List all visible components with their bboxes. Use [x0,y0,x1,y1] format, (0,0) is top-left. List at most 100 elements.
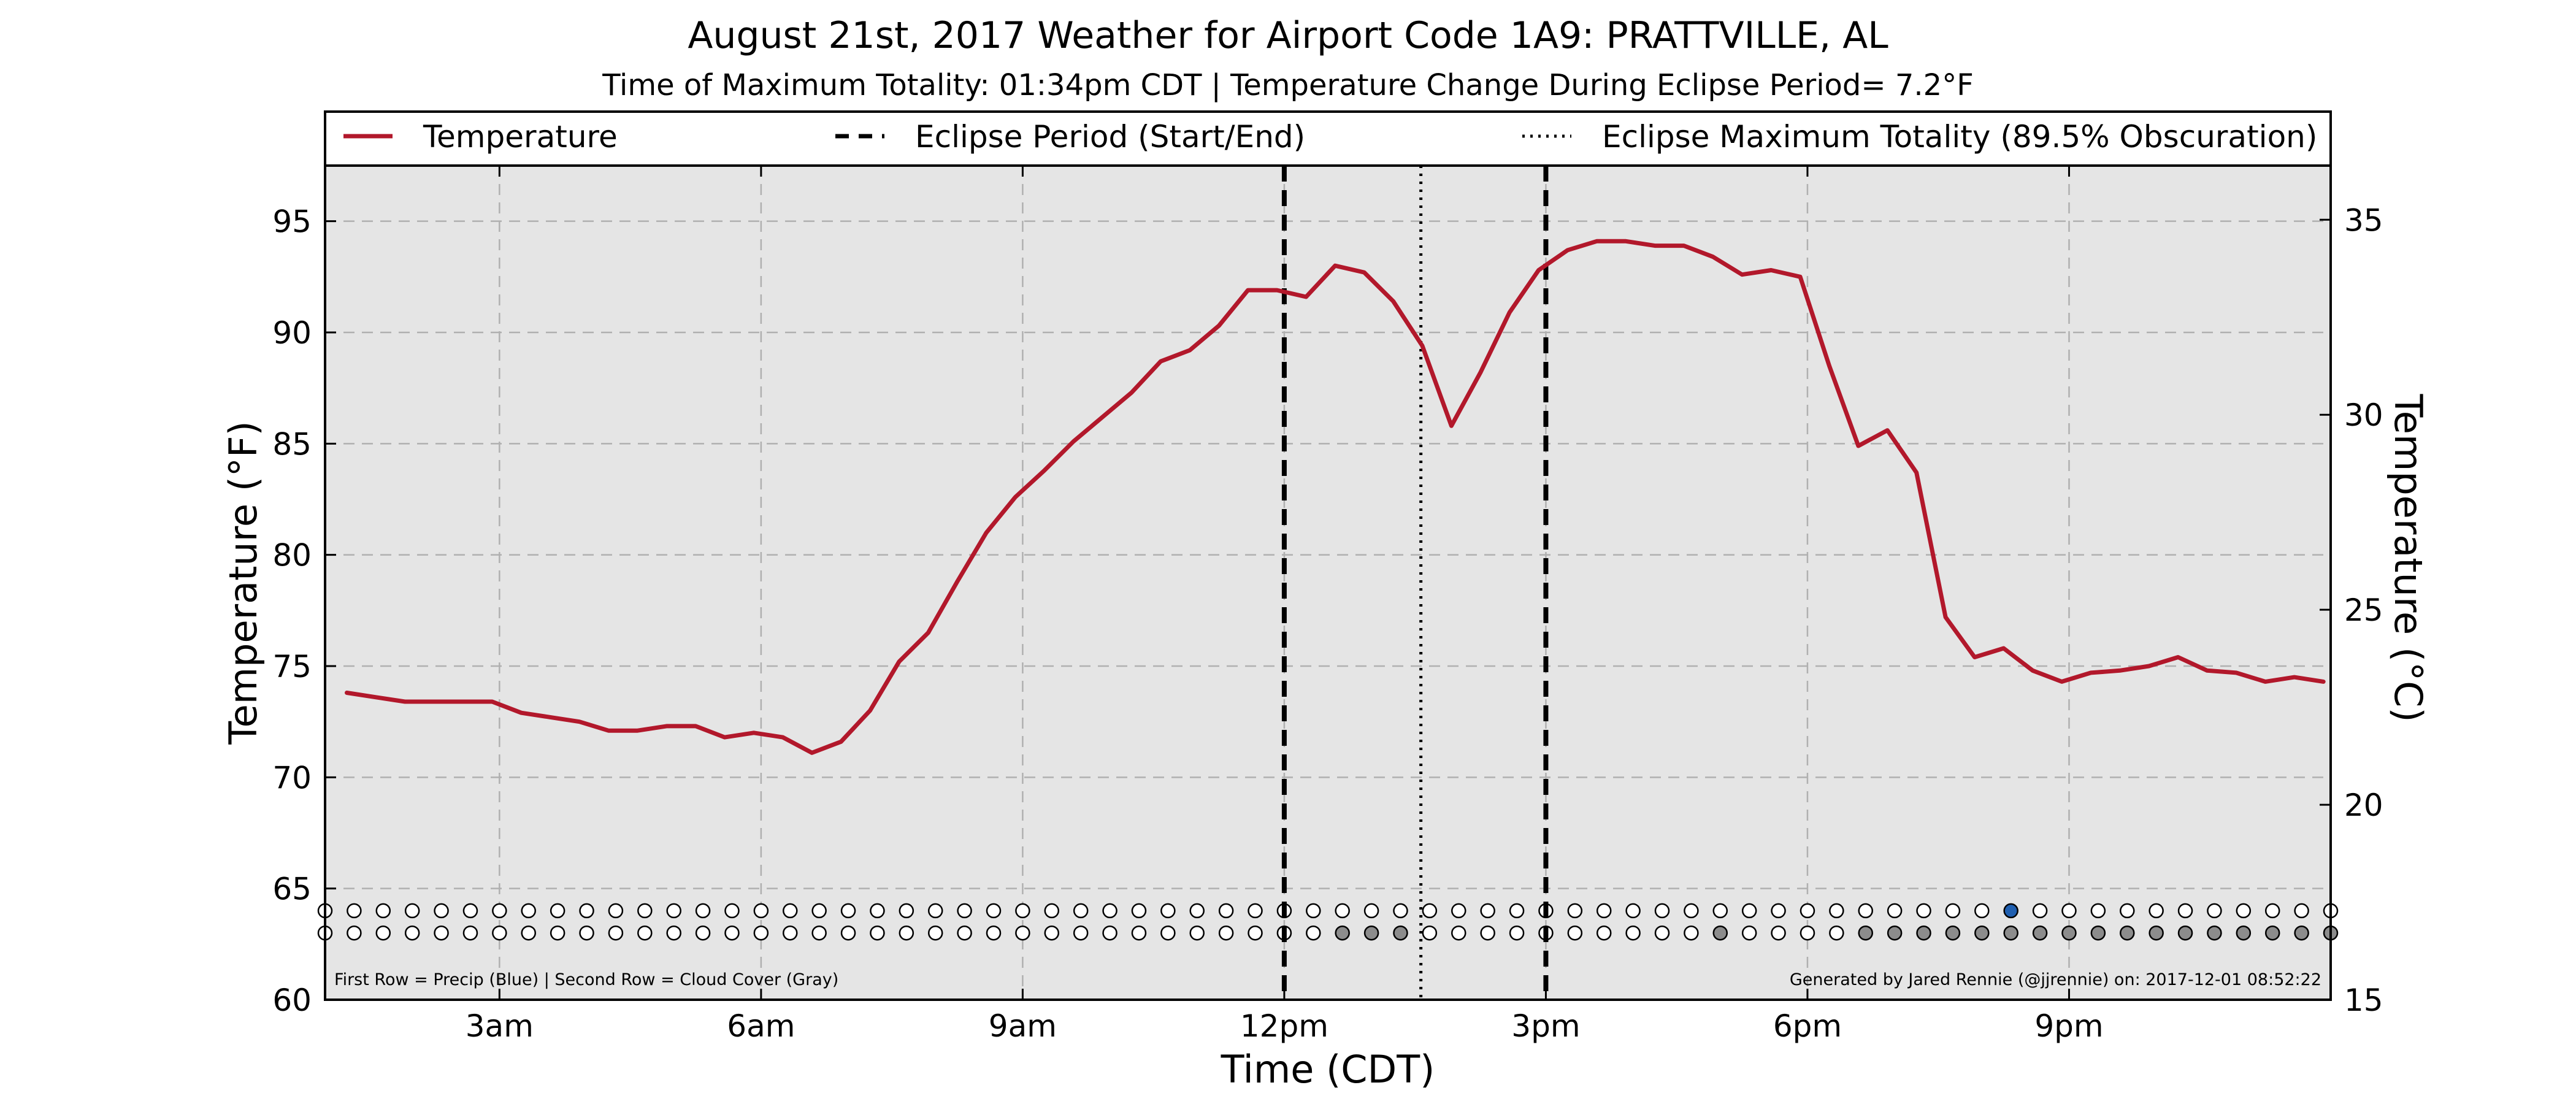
cloud-dot [957,925,972,941]
cloud-dot [870,925,885,941]
cloud-dot [1916,925,1931,941]
cloud-dot [1189,925,1205,941]
chart-subtitle: Time of Maximum Totality: 01:34pm CDT | … [602,68,1974,102]
cloud-dot [1741,925,1757,941]
precip-dot [2120,903,2135,919]
temperature-line [345,239,2326,755]
precip-dot [375,903,391,919]
y-right-tick-label: 15 [2344,983,2383,1018]
precip-dot [927,903,943,919]
cloud-dot [1712,925,1728,941]
cloud-dot [1044,925,1060,941]
precip-dot [2003,903,2018,919]
cloud-dot [1625,925,1641,941]
precip-dot [2207,903,2222,919]
precip-dot [695,903,711,919]
precip-dot [1945,903,1961,919]
precip-dot [462,903,478,919]
cloud-dot [1800,925,1815,941]
precip-dot [1771,903,1786,919]
cloud-dot [783,925,798,941]
cloud-dot [1974,925,1990,941]
precip-dot [2236,903,2252,919]
cloud-dot [1567,925,1583,941]
precip-dot [1102,903,1117,919]
legend-eclipse-max-label: Eclipse Maximum Totality (89.5% Obscurat… [1602,119,2317,155]
cloud-dot [1102,925,1117,941]
precip-dot [1800,903,1815,919]
precip-dot [579,903,594,919]
precip-dot [1044,903,1060,919]
y-tick-label: 85 [272,426,312,462]
y-tick-label: 80 [272,538,312,573]
cloud-dot [2294,925,2309,941]
y-tick-label: 90 [272,315,312,351]
precip-dot [1451,903,1466,919]
y-right-tick-label: 30 [2344,397,2383,433]
precip-dot [986,903,1002,919]
precip-dot [1916,903,1931,919]
precip-dot [2264,903,2280,919]
cloud-dot [1684,925,1699,941]
precip-dot [1858,903,1873,919]
x-tick-label: 6pm [1773,1008,1842,1044]
precip-dot [1654,903,1670,919]
x-tick-label: 3am [466,1008,534,1044]
precip-dot [753,903,769,919]
cloud-dot [2149,925,2164,941]
footnote-left: First Row = Precip (Blue) | Second Row =… [334,970,838,989]
cloud-dot [1218,925,1234,941]
cloud-dot [1015,925,1030,941]
cloud-dot [2264,925,2280,941]
cloud-dot [462,925,478,941]
precip-dot [1480,903,1495,919]
precip-dot [1335,903,1350,919]
cloud-dot [1509,925,1525,941]
cloud-dot [1654,925,1670,941]
cloud-dot [2177,925,2193,941]
cloud-dot [579,925,594,941]
precip-dot [957,903,972,919]
precip-dot [550,903,565,919]
precip-dot [1015,903,1030,919]
y-right-tick-label: 35 [2344,202,2383,238]
precip-dot [1974,903,1990,919]
cloud-dot [1480,925,1495,941]
precip-dot [404,903,420,919]
plot-area [325,166,2331,1000]
precip-dot [1596,903,1612,919]
x-tick-label: 9pm [2034,1008,2103,1044]
precip-dot [492,903,507,919]
precip-dot [1306,903,1321,919]
precip-dot [724,903,740,919]
precip-dot [811,903,827,919]
x-axis-label: Time (CDT) [1221,1047,1435,1092]
precip-dot [666,903,681,919]
cloud-dot [753,925,769,941]
precip-dot [1131,903,1147,919]
precip-dot [783,903,798,919]
precip-dot [521,903,536,919]
precip-dot [1741,903,1757,919]
cloud-dot [1335,925,1350,941]
cloud-dot [1887,925,1903,941]
precip-dot [1422,903,1438,919]
cloud-dot [2090,925,2106,941]
precip-dot [1684,903,1699,919]
precip-dot [2294,903,2309,919]
cloud-dot [434,925,449,941]
cloud-dot [1596,925,1612,941]
cloud-dot [899,925,914,941]
precip-dot [1073,903,1089,919]
x-tick-label: 12pm [1240,1008,1328,1044]
y-tick-label: 60 [272,983,312,1018]
precip-dot [2177,903,2193,919]
y-axis-label: Temperature (°F) [221,421,266,745]
y-tick-label: 70 [272,760,312,795]
temperature-series [345,239,2326,755]
precip-dot [870,903,885,919]
cloud-dot [927,925,943,941]
cloud-dot [2032,925,2048,941]
cloud-dot [347,925,362,941]
